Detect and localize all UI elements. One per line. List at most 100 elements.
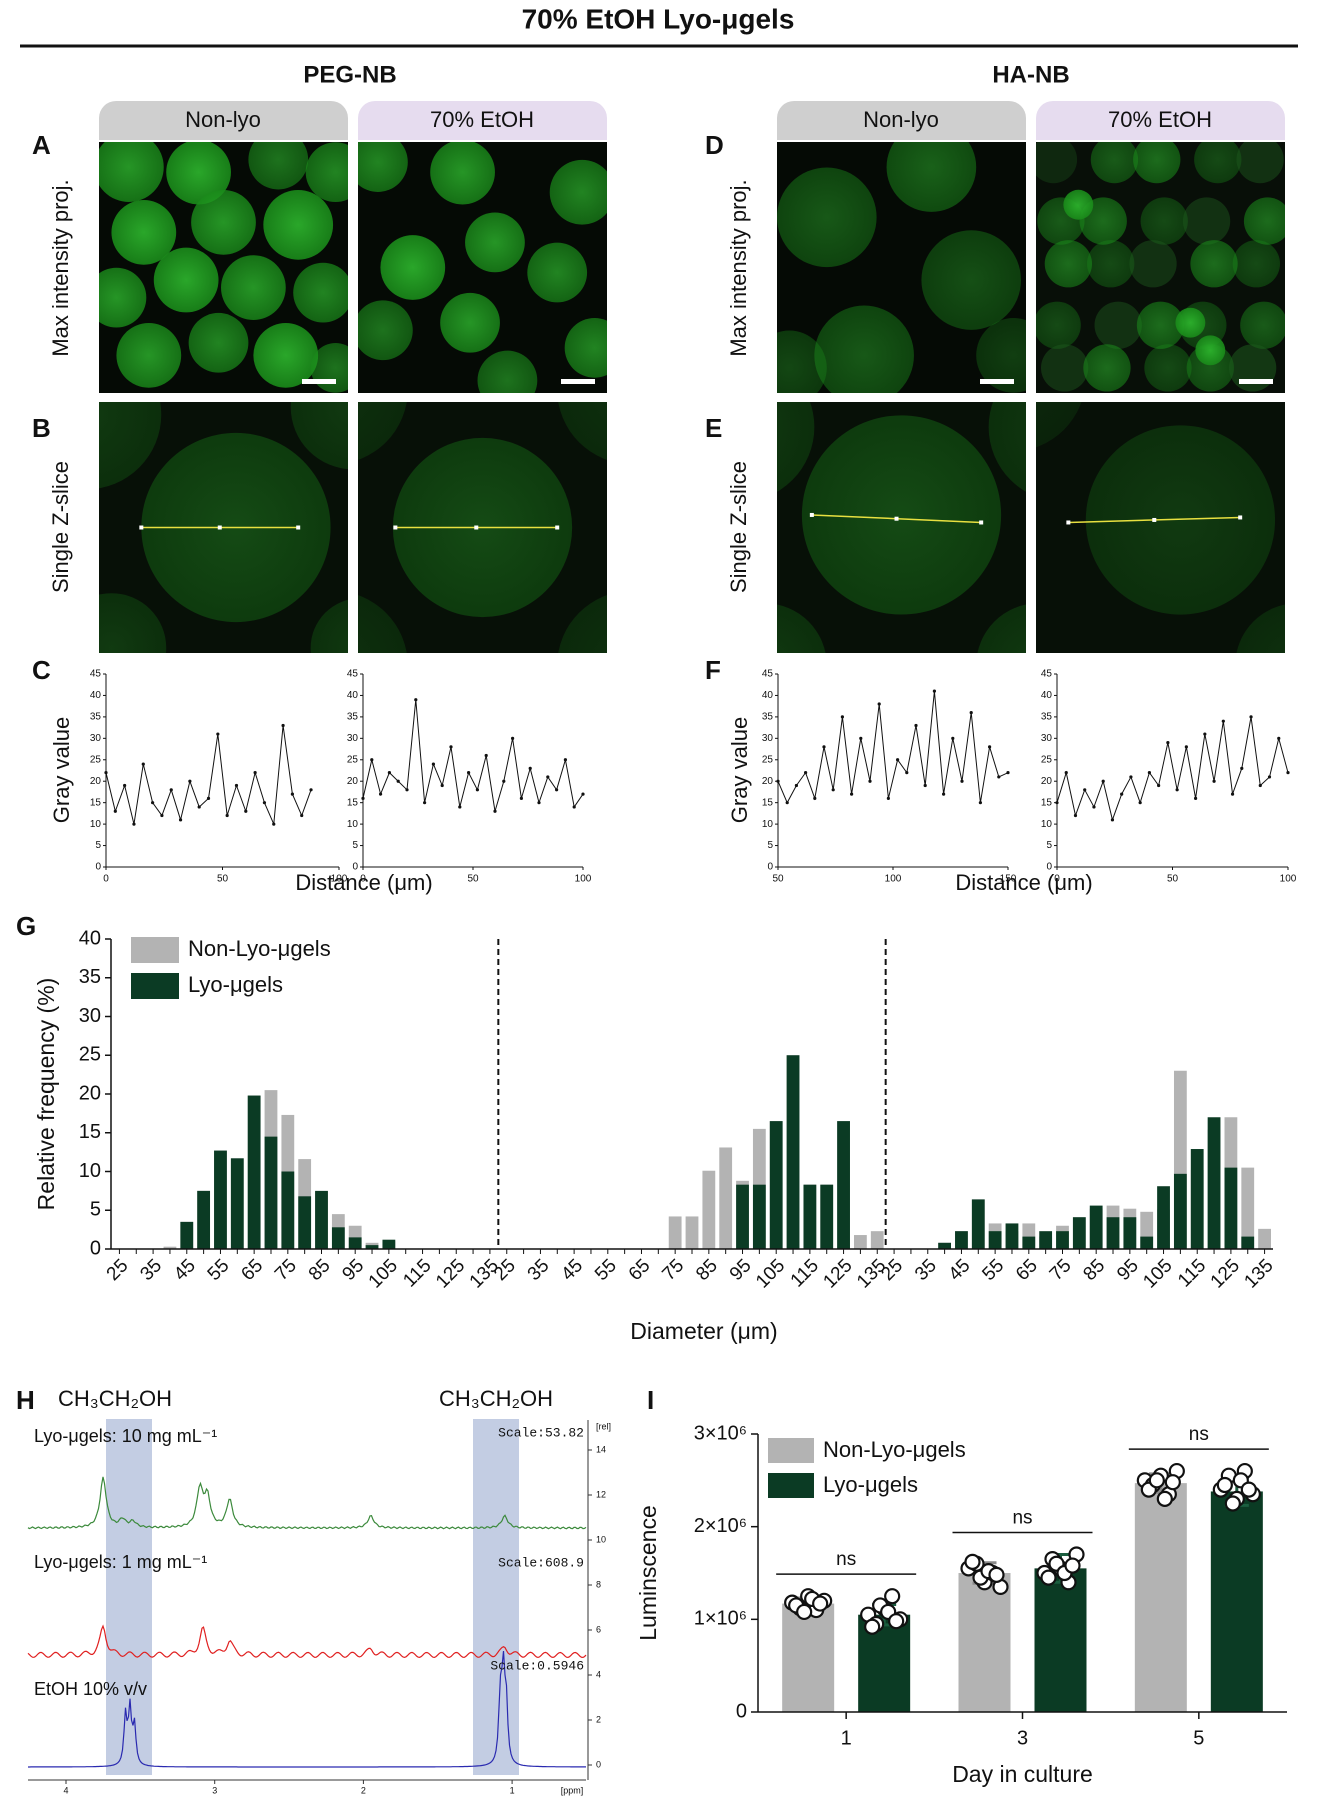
profile-point <box>850 792 854 796</box>
profile-point <box>1129 775 1133 779</box>
bar <box>782 1603 835 1712</box>
data-point <box>1240 1481 1257 1498</box>
profile-point <box>776 779 780 783</box>
x-tick-label: 95 <box>726 1255 756 1285</box>
bead <box>1087 240 1135 288</box>
bead <box>1036 301 1081 349</box>
bar <box>315 1190 328 1249</box>
data-point <box>1156 1490 1173 1507</box>
profile-point <box>942 792 946 796</box>
ppm-tick-label: 3 <box>212 1785 217 1795</box>
row-label: Max intensity proj. <box>48 179 73 356</box>
x-tick-label: 45 <box>557 1255 587 1285</box>
bead <box>977 604 1026 653</box>
significance-label: ns <box>836 1549 856 1570</box>
y-tick-label: 0 <box>1046 862 1052 873</box>
x-tick-label: 0 <box>103 874 109 885</box>
data-point <box>864 1618 881 1635</box>
y-tick-label: 40 <box>1041 690 1053 701</box>
y-tick-label: 5 <box>1046 840 1052 851</box>
y-tick-label: 0 <box>95 862 101 873</box>
legend-swatch <box>768 1473 814 1498</box>
panel-letter: E <box>705 413 722 443</box>
profile-point <box>785 801 789 805</box>
y-tick-label: 5 <box>95 840 101 851</box>
bar <box>1173 1173 1187 1249</box>
legend-label: Lyo-μgels <box>188 972 283 997</box>
bead <box>886 142 977 212</box>
profile-point <box>123 783 127 788</box>
profile-point <box>423 801 427 805</box>
profile-point <box>978 801 983 805</box>
bead <box>1036 402 1082 448</box>
profile-point <box>886 796 891 800</box>
profile-point <box>528 766 532 770</box>
bar <box>1207 1117 1221 1249</box>
bead <box>1085 425 1276 615</box>
bead <box>310 343 348 393</box>
profile-point <box>510 736 515 740</box>
profile-point <box>290 792 294 796</box>
y-tick-label: 10 <box>347 819 359 830</box>
x-tick-label: 75 <box>658 1255 688 1285</box>
bar <box>1258 1228 1271 1249</box>
y-tick-label: 15 <box>762 797 774 808</box>
profile-point <box>969 711 973 715</box>
bead <box>1090 142 1139 184</box>
x-tick-label: 125 <box>819 1255 856 1292</box>
profile-point <box>475 788 479 792</box>
bead <box>358 142 408 192</box>
panel-letter: C <box>32 655 51 685</box>
bead <box>358 402 407 460</box>
profile-handle <box>555 525 560 530</box>
bar <box>1056 1231 1069 1249</box>
profile-line <box>362 699 584 812</box>
y-tick-label: 5 <box>352 840 358 851</box>
profile-point <box>1083 788 1087 792</box>
profile-point <box>178 818 183 822</box>
x-tick-label: 50 <box>217 874 229 885</box>
profile-point <box>804 771 808 775</box>
legend-swatch <box>131 937 179 963</box>
bead <box>921 230 1022 330</box>
x-tick-label: 50 <box>467 874 479 885</box>
x-tick-label: 85 <box>1079 1255 1109 1285</box>
bar <box>803 1184 817 1249</box>
legend-label: Lyo-μgels <box>823 1472 918 1497</box>
profile-point <box>997 775 1001 779</box>
scale-bar <box>561 379 595 384</box>
panel-letter: B <box>32 413 51 443</box>
y-tick-label: 40 <box>762 690 774 701</box>
x-tick-label: 115 <box>399 1255 435 1291</box>
profile-point <box>1101 779 1105 783</box>
x-tick-label: 85 <box>692 1255 722 1285</box>
bead <box>777 604 826 653</box>
profile-point <box>914 723 918 728</box>
profile-point <box>1277 736 1281 740</box>
y-tick-label: 20 <box>1041 776 1053 787</box>
profile-point <box>396 779 400 783</box>
profile-point <box>1073 813 1078 818</box>
micrograph <box>1036 402 1285 653</box>
profile-point <box>169 788 173 792</box>
bar <box>870 1231 884 1249</box>
rel-tick-label: 10 <box>596 1534 606 1544</box>
bar <box>988 1231 1002 1249</box>
bar <box>854 1235 867 1249</box>
bead <box>777 330 827 393</box>
trace-scale: Scale:0.5946 <box>490 1658 584 1673</box>
x-tick-label: 105 <box>1139 1255 1176 1292</box>
profile-point <box>519 796 524 800</box>
bead <box>1240 301 1285 349</box>
bead <box>166 142 231 205</box>
profile-point <box>1194 796 1198 800</box>
rel-tick-label: 14 <box>596 1444 606 1454</box>
bead <box>976 318 1026 393</box>
bead <box>465 212 525 273</box>
bead <box>290 402 348 470</box>
bar <box>180 1221 194 1249</box>
profile-point <box>1230 792 1235 796</box>
profile-handle <box>894 516 899 521</box>
profile-point <box>370 758 374 762</box>
trace-scale: Scale:53.82 <box>498 1425 584 1440</box>
